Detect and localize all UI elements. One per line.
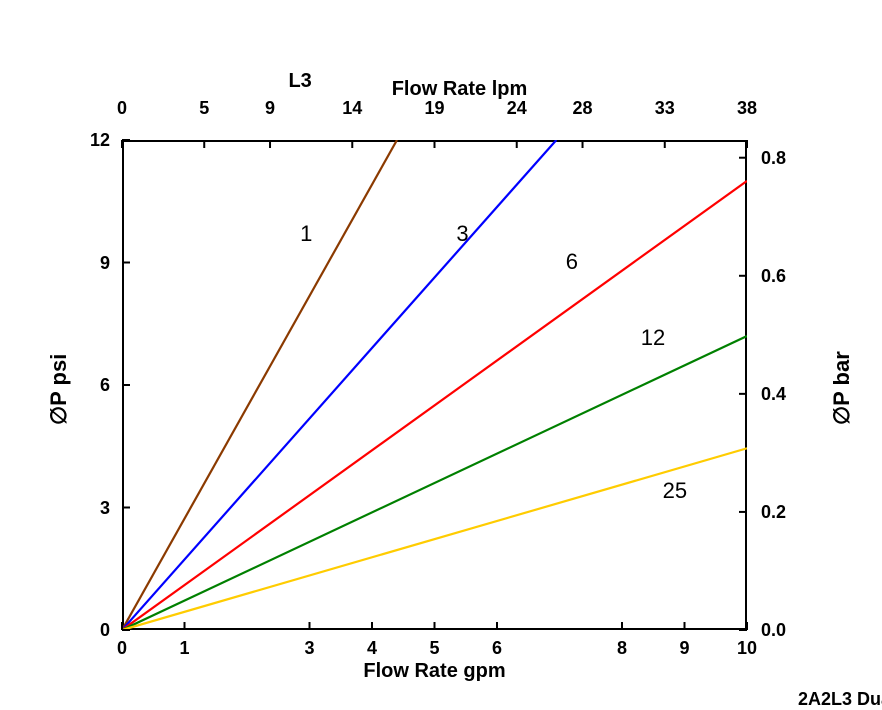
footer-text: 2A2L3 Dualgla: [798, 689, 882, 710]
tick-label: 12: [90, 130, 110, 151]
tick-label: 0: [117, 98, 127, 119]
series-label-12: 12: [641, 325, 665, 351]
series-label-6: 6: [566, 249, 578, 275]
tick-label: 10: [737, 638, 757, 659]
tick-label: 9: [265, 98, 275, 119]
series-label-1: 1: [300, 221, 312, 247]
tick-label: 0.6: [761, 266, 786, 287]
tick-label: 38: [737, 98, 757, 119]
tick-label: 24: [507, 98, 527, 119]
tick-label: 1: [179, 638, 189, 659]
x-bottom-axis-label: Flow Rate gpm: [363, 660, 505, 683]
tick-label: 0: [100, 620, 110, 641]
tick-label: 3: [304, 638, 314, 659]
tick-label: 5: [199, 98, 209, 119]
tick-label: 28: [573, 98, 593, 119]
tick-label: 6: [100, 375, 110, 396]
chart-container: L3 Flow Rate lpm Flow Rate gpm ∅P psi ∅P…: [0, 0, 882, 705]
tick-label: 9: [679, 638, 689, 659]
tick-label: 14: [342, 98, 362, 119]
top-corner-label: L3: [288, 70, 311, 93]
tick-label: 3: [100, 498, 110, 519]
tick-label: 8: [617, 638, 627, 659]
series-label-3: 3: [456, 221, 468, 247]
tick-label: 5: [429, 638, 439, 659]
tick-label: 0.2: [761, 502, 786, 523]
tick-label: 0.4: [761, 384, 786, 405]
tick-label: 33: [655, 98, 675, 119]
tick-label: 6: [492, 638, 502, 659]
y-right-axis-label: ∅P bar: [829, 351, 855, 425]
series-label-25: 25: [663, 478, 687, 504]
tick-label: 0: [117, 638, 127, 659]
tick-label: 4: [367, 638, 377, 659]
tick-label: 9: [100, 253, 110, 274]
tick-label: 19: [424, 98, 444, 119]
tick-label: 0.8: [761, 148, 786, 169]
tick-label: 0.0: [761, 620, 786, 641]
y-left-axis-label: ∅P psi: [46, 354, 72, 425]
